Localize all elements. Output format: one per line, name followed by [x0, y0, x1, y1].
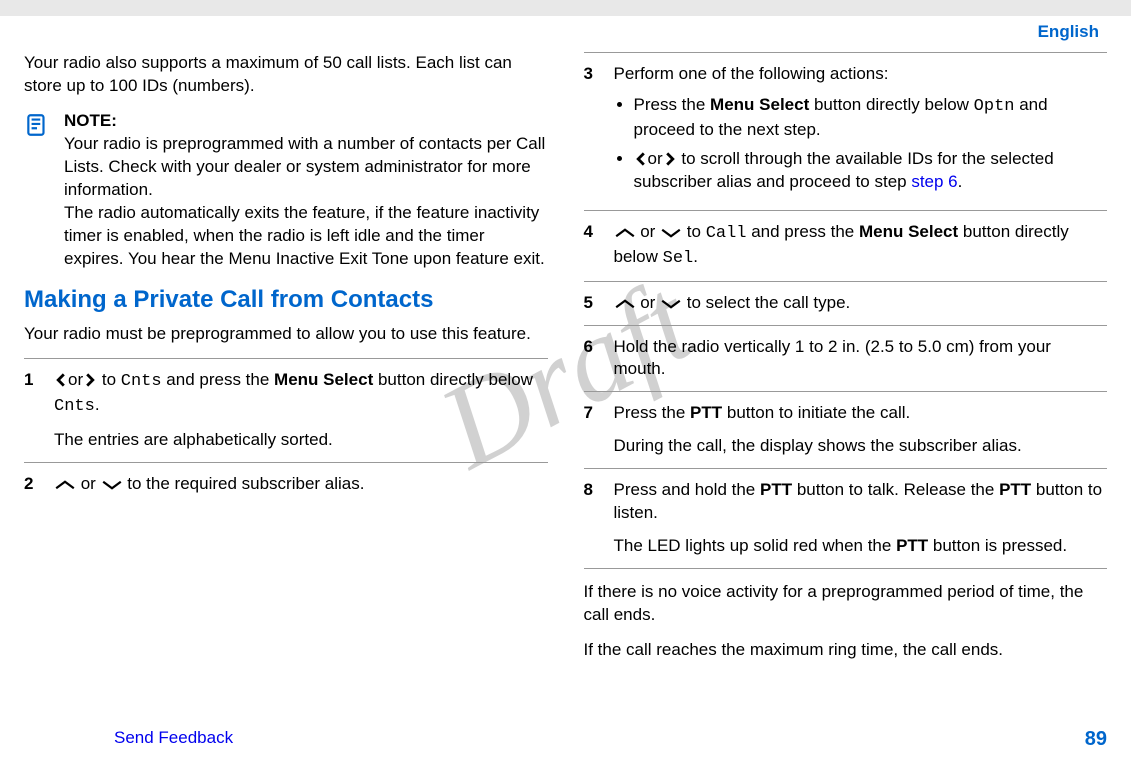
text: button to initiate the call.: [722, 403, 910, 422]
text: or: [636, 222, 661, 241]
step-8-after: The LED lights up solid red when the PTT…: [614, 535, 1108, 558]
menu-select: Menu Select: [859, 222, 958, 241]
step-7-after: During the call, the display shows the s…: [614, 435, 1108, 458]
ptt: PTT: [896, 536, 928, 555]
send-feedback-link[interactable]: Send Feedback: [114, 728, 233, 751]
text: or: [68, 370, 83, 389]
text: to select the call type.: [682, 293, 850, 312]
down-icon: [660, 222, 682, 241]
step-8: Press and hold the PTT button to talk. R…: [584, 468, 1108, 569]
text: .: [95, 395, 100, 414]
right-icon: [663, 149, 677, 168]
step-4: or to Call and press the Menu Select but…: [584, 210, 1108, 281]
left-icon: [54, 370, 68, 389]
text: Press the: [634, 95, 711, 114]
step-6-text: Hold the radio vertically 1 to 2 in. (2.…: [614, 337, 1051, 379]
ptt: PTT: [690, 403, 722, 422]
text: to scroll through the available IDs for …: [634, 149, 1054, 191]
section-title: Making a Private Call from Contacts: [24, 284, 548, 316]
text: button is pressed.: [928, 536, 1067, 555]
section-lead: Your radio must be preprogrammed to allo…: [24, 323, 548, 346]
text: or: [76, 474, 101, 493]
step-3-sublist: Press the Menu Select button directly be…: [614, 94, 1108, 194]
text: and press the: [162, 370, 274, 389]
down-icon: [660, 293, 682, 312]
note-title: NOTE:: [64, 110, 548, 133]
menu-select: Menu Select: [710, 95, 809, 114]
text: button directly below: [373, 370, 533, 389]
header-language: English: [24, 16, 1107, 52]
menu-select: Menu Select: [274, 370, 373, 389]
intro-paragraph: Your radio also supports a maximum of 50…: [24, 52, 548, 98]
top-spacer: [0, 0, 1131, 16]
code-cnts: Cnts: [121, 372, 162, 391]
step-3-bullet-2: or to scroll through the available IDs f…: [634, 148, 1108, 194]
code-sel: Sel: [663, 249, 694, 268]
down-icon: [101, 474, 123, 493]
left-icon: [634, 149, 648, 168]
outro-1: If there is no voice activity for a prep…: [584, 581, 1108, 627]
code-call: Call: [706, 224, 747, 243]
step-6-link[interactable]: step 6: [911, 172, 957, 191]
step-2: or to the required subscriber alias.: [24, 462, 548, 506]
text: Press the: [614, 403, 691, 422]
outro-2: If the call reaches the maximum ring tim…: [584, 639, 1108, 662]
step-3-bullet-1: Press the Menu Select button directly be…: [634, 94, 1108, 142]
up-icon: [614, 222, 636, 241]
page: English Draft Your radio also supports a…: [0, 16, 1131, 761]
text: button to talk. Release the: [792, 480, 999, 499]
step-3-lead: Perform one of the following actions:: [614, 64, 889, 83]
note-body: Your radio is preprogrammed with a numbe…: [64, 133, 548, 271]
up-icon: [614, 293, 636, 312]
ptt: PTT: [760, 480, 792, 499]
text: or: [636, 293, 661, 312]
text: or: [648, 149, 663, 168]
code-cnts: Cnts: [54, 397, 95, 416]
step-3: Perform one of the following actions: Pr…: [584, 52, 1108, 210]
text: The LED lights up solid red when the: [614, 536, 897, 555]
note-block: NOTE: Your radio is preprogrammed with a…: [24, 110, 548, 271]
ptt: PTT: [999, 480, 1031, 499]
text: .: [958, 172, 963, 191]
content-columns: Your radio also supports a maximum of 50…: [24, 52, 1107, 662]
code-optn: Optn: [974, 97, 1015, 116]
text: button directly below: [809, 95, 973, 114]
right-icon: [83, 370, 97, 389]
up-icon: [54, 474, 76, 493]
step-1: or to Cnts and press the Menu Select but…: [24, 358, 548, 462]
step-1-after: The entries are alphabetically sorted.: [54, 429, 548, 452]
text: .: [693, 247, 698, 266]
text: Press and hold the: [614, 480, 760, 499]
text: to: [682, 222, 706, 241]
text: and press the: [747, 222, 859, 241]
footer: Send Feedback 89: [24, 728, 1107, 751]
text: to the required subscriber alias.: [123, 474, 365, 493]
page-number: 89: [1085, 728, 1107, 751]
note-icon: [24, 110, 52, 271]
step-6: Hold the radio vertically 1 to 2 in. (2.…: [584, 325, 1108, 392]
text: to: [97, 370, 121, 389]
step-7: Press the PTT button to initiate the cal…: [584, 391, 1108, 468]
step-5: or to select the call type.: [584, 281, 1108, 325]
